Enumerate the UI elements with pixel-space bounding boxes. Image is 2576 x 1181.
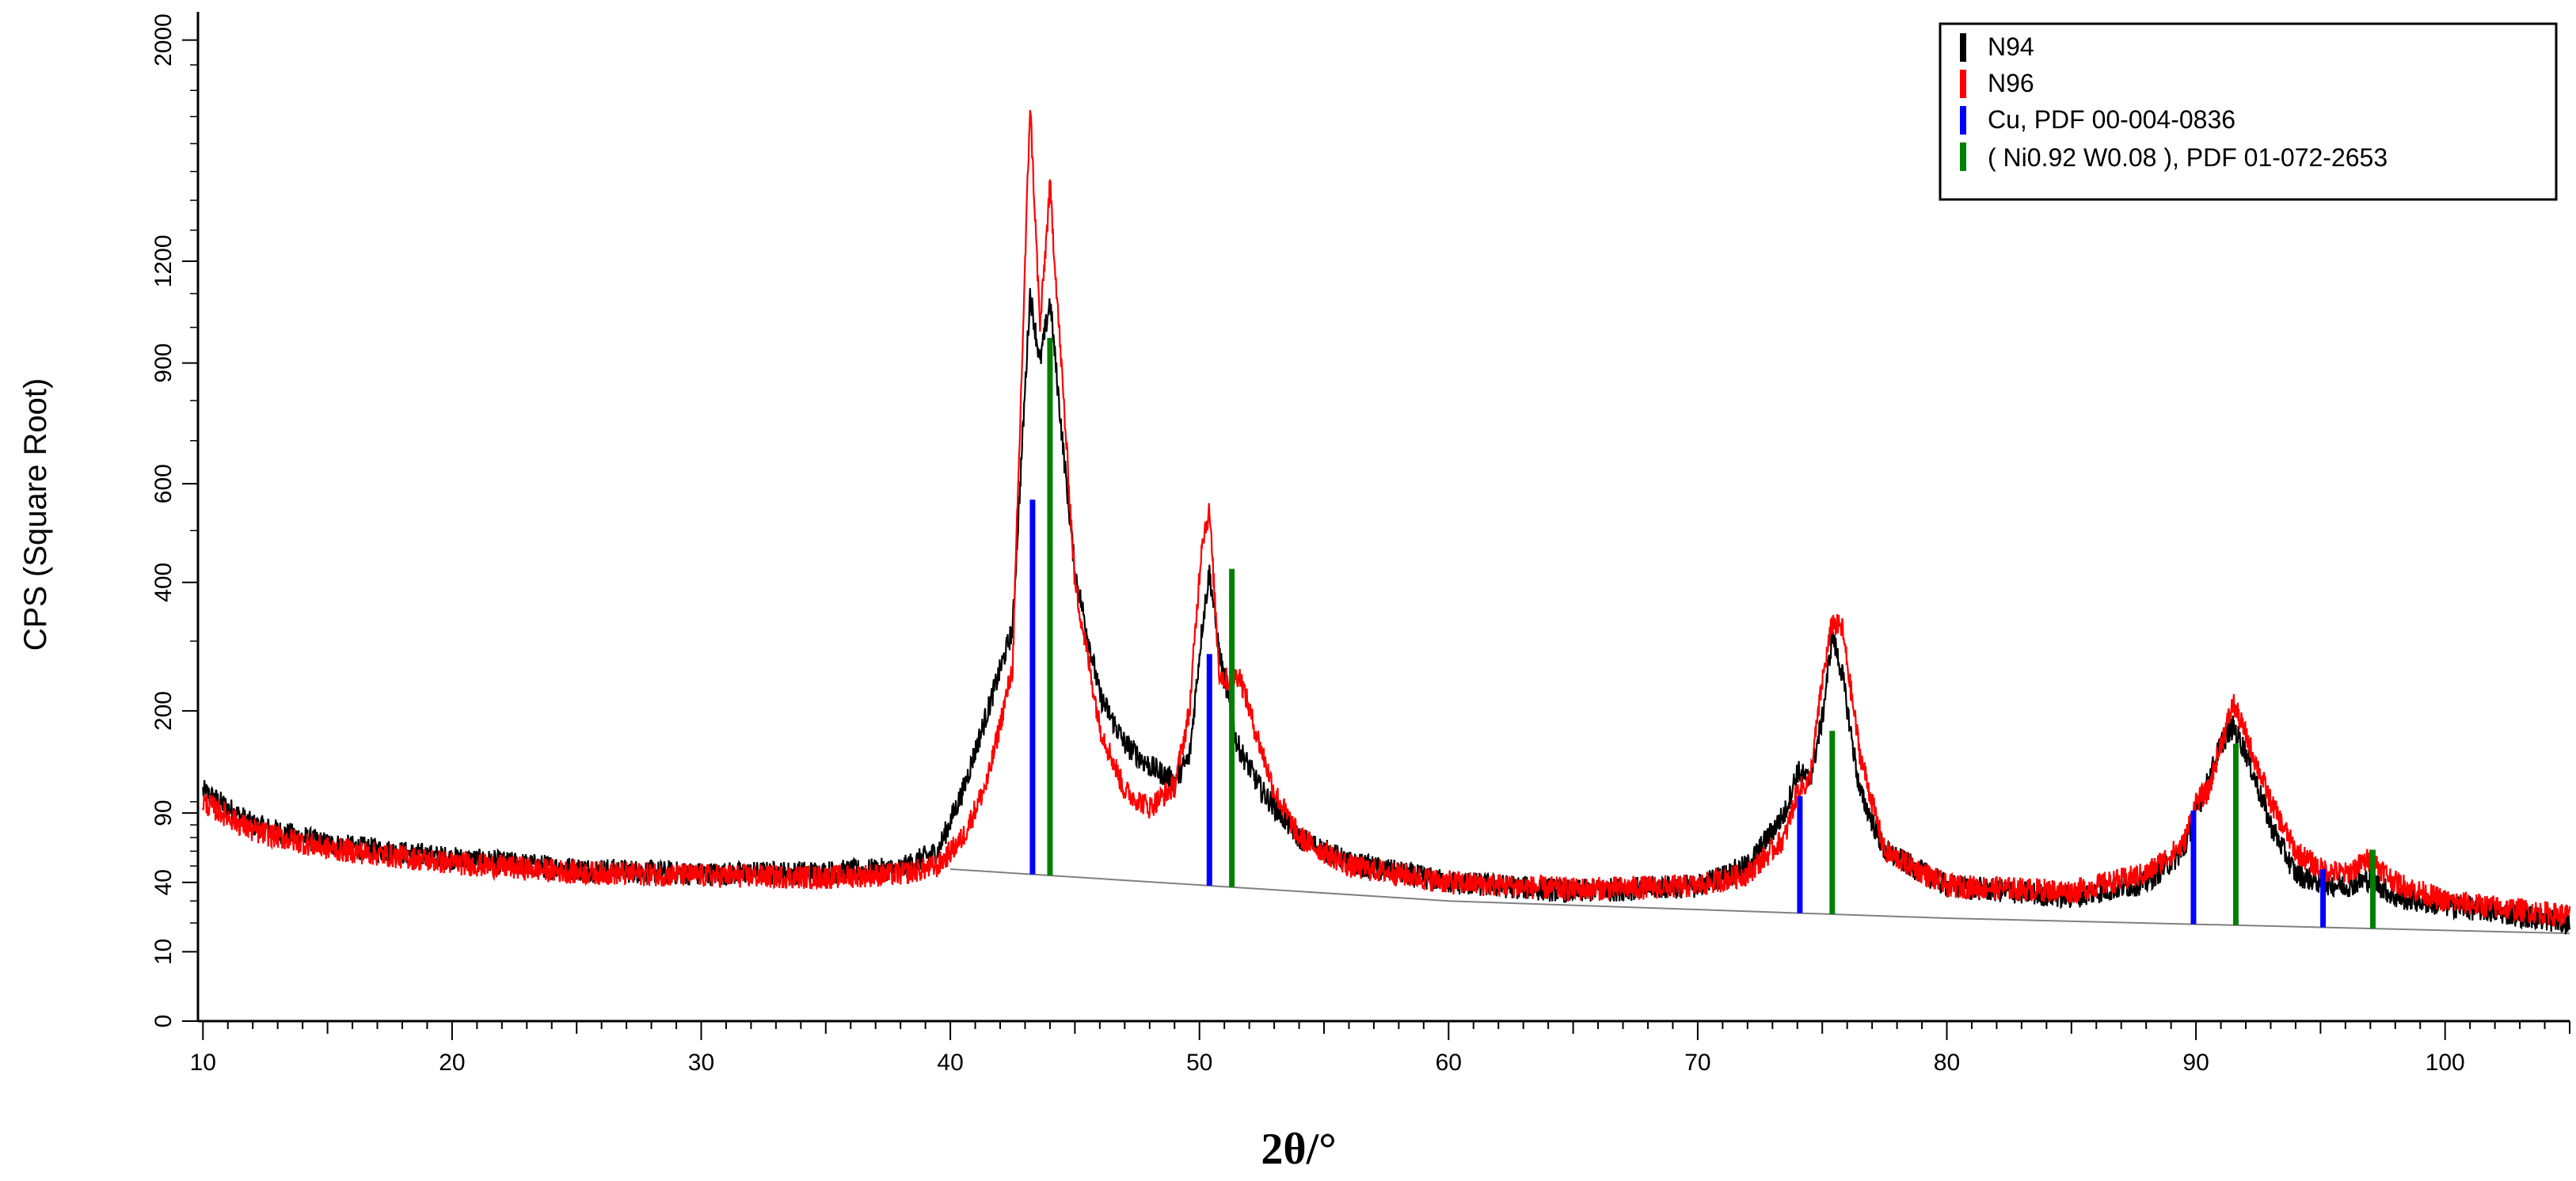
series-line-n94 (202, 287, 2571, 935)
legend-box (1939, 22, 2558, 201)
plot-area (202, 110, 2571, 935)
x-tick-label: 60 (1436, 1050, 1462, 1076)
legend-label-n94: N94 (1988, 32, 2034, 61)
x-tick-label: 30 (688, 1050, 714, 1076)
legend-swatch-niw (1960, 142, 1966, 171)
y-tick-label: 90 (150, 799, 177, 826)
y-tick-label: 1200 (150, 235, 177, 288)
background-line (950, 868, 2570, 935)
axes: 10 20 30 40 50 60 70 80 90 100 0 10 40 90 200 400 600 900… (150, 12, 2570, 1076)
x-tick-label: 10 (190, 1050, 216, 1076)
y-tick-label: 0 (150, 1015, 177, 1028)
x-tick-label: 40 (937, 1050, 963, 1076)
legend-swatch-cu (1960, 106, 1966, 135)
x-tick-label: 80 (1934, 1050, 1960, 1076)
x-tick-label: 90 (2182, 1050, 2209, 1076)
y-tick-label: 2000 (150, 13, 177, 66)
legend-label-n96: N96 (1988, 69, 2034, 97)
y-tick-label: 400 (150, 563, 177, 602)
y-tick-label: 600 (150, 464, 177, 503)
y-tick-label: 10 (150, 939, 177, 965)
legend-label-cu: Cu, PDF 00-004-0836 (1988, 105, 2235, 134)
x-tick-label: 70 (1684, 1050, 1710, 1076)
legend-label-niw: ( Ni0.92 W0.08 ), PDF 01-072-2653 (1988, 143, 2388, 172)
legend-swatch-n96 (1960, 70, 1966, 98)
series-line-n96 (202, 110, 2571, 928)
y-tick-label: 200 (150, 691, 177, 731)
legend-swatch-n94 (1960, 33, 1966, 62)
x-tick-label: 100 (2426, 1050, 2465, 1076)
y-tick-label: 900 (150, 344, 177, 383)
legend: N94 N96 Cu, PDF 00-004-0836 ( Ni0.92 W0.… (1939, 22, 2558, 201)
y-tick-label: 40 (150, 869, 177, 895)
y-axis-title: CPS (Square Root) (18, 378, 53, 651)
x-tick-label: 20 (439, 1050, 465, 1076)
x-axis-title: 2θ/° (1261, 1125, 1336, 1174)
x-tick-label: 50 (1186, 1050, 1212, 1076)
